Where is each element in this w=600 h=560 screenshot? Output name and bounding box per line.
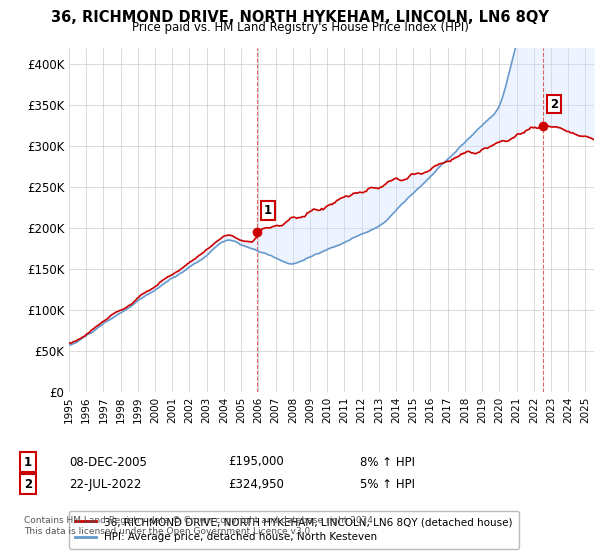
Text: 08-DEC-2005: 08-DEC-2005: [69, 455, 147, 469]
Text: 2: 2: [24, 478, 32, 491]
Text: Contains HM Land Registry data © Crown copyright and database right 2024.: Contains HM Land Registry data © Crown c…: [24, 516, 376, 525]
Text: 22-JUL-2022: 22-JUL-2022: [69, 478, 142, 491]
Text: £324,950: £324,950: [228, 478, 284, 491]
Legend: 36, RICHMOND DRIVE, NORTH HYKEHAM, LINCOLN, LN6 8QY (detached house), HPI: Avera: 36, RICHMOND DRIVE, NORTH HYKEHAM, LINCO…: [69, 511, 519, 549]
Text: 5% ↑ HPI: 5% ↑ HPI: [360, 478, 415, 491]
Text: 1: 1: [24, 455, 32, 469]
Text: 8% ↑ HPI: 8% ↑ HPI: [360, 455, 415, 469]
Text: 2: 2: [550, 97, 558, 110]
Text: 36, RICHMOND DRIVE, NORTH HYKEHAM, LINCOLN, LN6 8QY: 36, RICHMOND DRIVE, NORTH HYKEHAM, LINCO…: [51, 10, 549, 25]
Text: Price paid vs. HM Land Registry's House Price Index (HPI): Price paid vs. HM Land Registry's House …: [131, 21, 469, 34]
Text: £195,000: £195,000: [228, 455, 284, 469]
Text: This data is licensed under the Open Government Licence v3.0.: This data is licensed under the Open Gov…: [24, 528, 313, 536]
Text: 1: 1: [264, 204, 272, 217]
